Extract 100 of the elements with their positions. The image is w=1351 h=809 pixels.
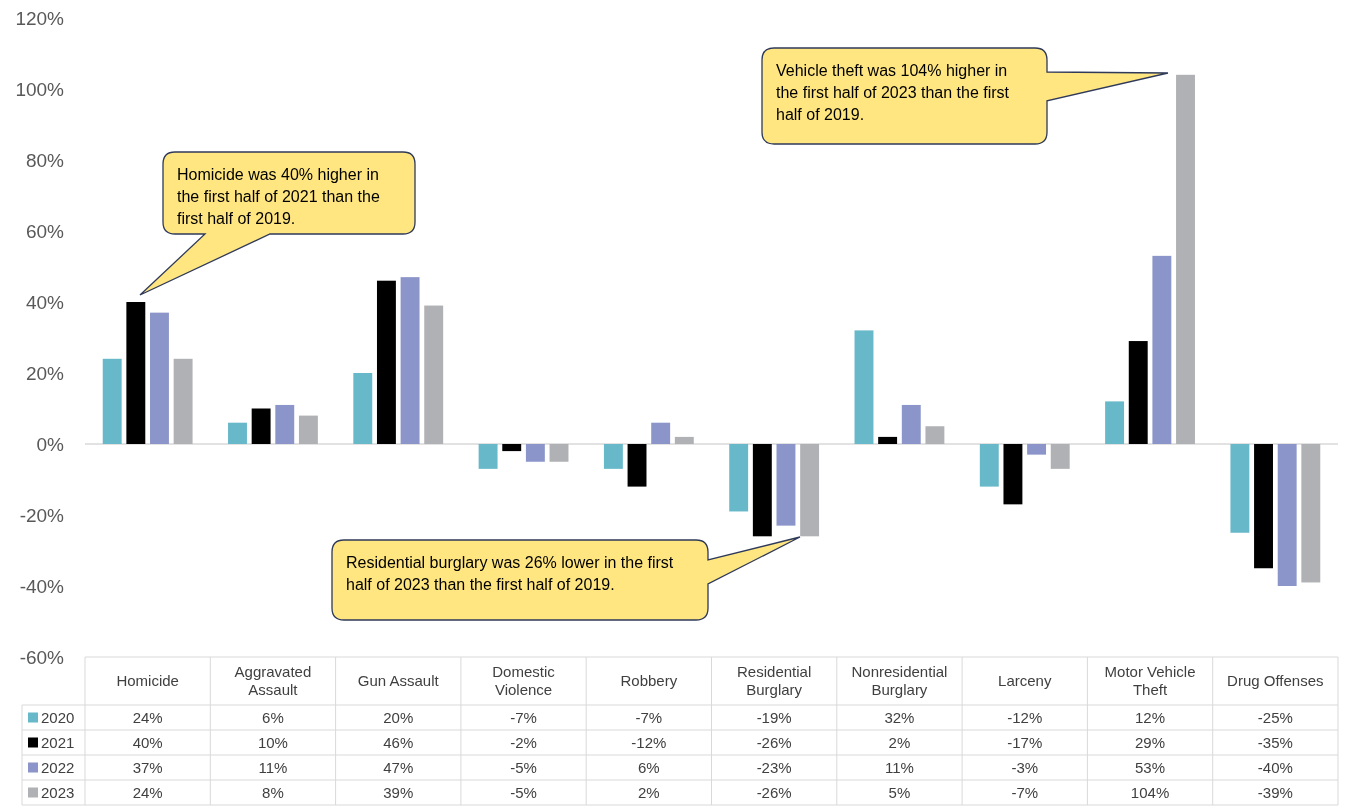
bar [150, 312, 169, 444]
data-label: -12% [631, 733, 667, 751]
annotation: Residential burglary was 26% lower in the first half of 2023 than the first half of 2019. [346, 554, 674, 594]
data-label: 104% [1130, 783, 1170, 801]
y-tick-label: 20% [25, 362, 65, 384]
data-label: 39% [383, 783, 414, 801]
data-label: -2% [510, 733, 537, 751]
annotation: Vehicle theft was 104% higher in the first half of 2023 than the first half of 2019. [776, 62, 1010, 124]
bar [126, 302, 146, 444]
legend-label: 2022 [41, 758, 75, 776]
bar [102, 358, 122, 444]
bar [979, 444, 999, 487]
bar [878, 436, 898, 444]
data-label: 37% [132, 758, 163, 776]
data-label: 10% [257, 733, 288, 751]
bar [1230, 444, 1250, 533]
bar [298, 415, 318, 444]
bar [424, 305, 444, 444]
data-label: -19% [756, 708, 792, 726]
bar [1105, 401, 1125, 444]
y-tick-label: -20% [19, 504, 65, 526]
bar [228, 422, 247, 444]
bar [525, 444, 545, 462]
bar [478, 444, 498, 469]
x-tick-label: Gun Assault [357, 672, 440, 690]
data-label: 40% [132, 733, 163, 751]
data-label: -5% [510, 758, 537, 776]
bar [173, 358, 193, 444]
y-tick-label: 80% [25, 149, 65, 171]
data-label: 46% [383, 733, 414, 751]
bar [752, 444, 772, 537]
y-tick-label: 60% [25, 220, 65, 242]
x-tick-label: Nonresidential Burglary [851, 663, 948, 699]
data-label: 8% [262, 783, 284, 801]
data-label: 12% [1135, 708, 1166, 726]
bar [376, 280, 396, 444]
data-label: 47% [383, 758, 414, 776]
x-tick-label: Robbery [620, 672, 678, 690]
x-tick-label: Larceny [998, 672, 1052, 690]
legend-label: 2021 [41, 733, 75, 751]
data-label: -5% [510, 783, 537, 801]
bar [1254, 444, 1273, 569]
bar [925, 426, 945, 444]
data-label: -26% [756, 783, 792, 801]
data-label: -39% [1257, 783, 1293, 801]
data-label: -7% [635, 708, 663, 726]
data-label: -3% [1011, 758, 1039, 776]
data-label: -12% [1007, 708, 1043, 726]
x-tick-label: Homicide [116, 672, 179, 690]
bar [549, 444, 569, 462]
bar [1301, 444, 1321, 583]
legend-label: 2020 [41, 708, 75, 726]
legend-label: 2023 [41, 783, 75, 801]
data-label: 32% [884, 708, 915, 726]
data-label: -17% [1007, 733, 1043, 751]
data-label: 5% [888, 783, 911, 801]
bar [603, 444, 623, 469]
y-tick-label: 100% [15, 78, 65, 100]
data-label: 24% [132, 783, 163, 801]
data-label: -26% [756, 733, 792, 751]
bar [1027, 444, 1047, 455]
bar [1050, 444, 1070, 469]
data-label: -35% [1257, 733, 1293, 751]
data-label: -40% [1257, 758, 1293, 776]
bar [353, 373, 373, 444]
bar [674, 436, 694, 444]
data-label: 2% [888, 733, 911, 751]
y-tick-label: 40% [25, 291, 65, 313]
x-tick-label: Drug Offenses [1227, 672, 1324, 690]
data-label: 6% [638, 758, 660, 776]
x-tick-label: Aggravated Assault [234, 663, 312, 699]
bar [901, 404, 921, 444]
data-label: 6% [262, 708, 284, 726]
bar [854, 330, 874, 444]
data-label: 2% [638, 783, 660, 801]
bar [251, 408, 271, 444]
annotation: Homicide was 40% higher in the first half of 2021 than the first half of 2019. [177, 166, 380, 228]
data-label: 24% [132, 708, 163, 726]
data-label: 53% [1135, 758, 1166, 776]
y-tick-label: -60% [19, 646, 65, 668]
data-label: 20% [383, 708, 414, 726]
data-label: -23% [756, 758, 792, 776]
y-tick-label: 0% [36, 433, 65, 455]
data-label: -7% [1011, 783, 1039, 801]
data-label: 29% [1135, 733, 1166, 751]
bar [776, 444, 796, 526]
x-tick-label: Residential Burglary [737, 663, 812, 699]
data-label: 11% [884, 758, 914, 776]
bar [800, 444, 820, 537]
bar [627, 444, 647, 487]
bar [729, 444, 749, 512]
data-label: -7% [510, 708, 537, 726]
bar [1176, 74, 1195, 444]
data-label: -25% [1257, 708, 1293, 726]
bar [651, 422, 671, 444]
bar [400, 277, 420, 444]
y-tick-label: -40% [19, 575, 65, 597]
bar [1277, 444, 1297, 586]
bar [1128, 341, 1148, 444]
x-tick-label: Motor Vehicle Theft [1104, 663, 1196, 699]
